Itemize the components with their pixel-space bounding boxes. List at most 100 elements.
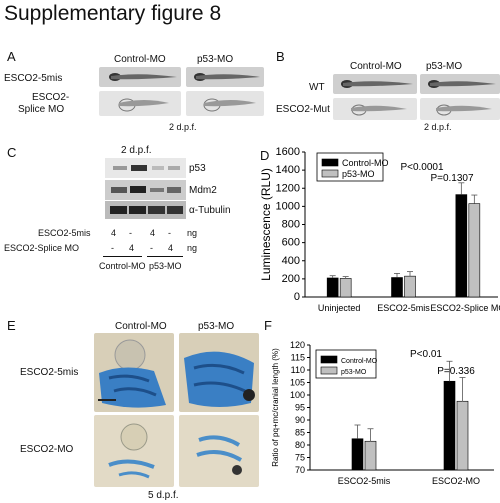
panel-e-col-control: Control-MO [115, 321, 167, 332]
dose-cell: - [111, 243, 114, 253]
p-value-annotation: P<0.0001 [400, 162, 444, 173]
cartilage-image [179, 333, 259, 412]
y-tick-label: 1000 [276, 200, 300, 212]
y-tick-label: 105 [290, 378, 305, 388]
dose-cell: - [150, 243, 153, 253]
panel-a-col-p53: p53-MO [197, 54, 234, 65]
bar [404, 275, 416, 298]
y-tick-label: 200 [282, 273, 300, 285]
bar [468, 203, 481, 298]
fish-image [99, 91, 181, 116]
western-blot-tubulin [105, 201, 186, 219]
bar [391, 277, 403, 298]
x-category-label: Uninjected [318, 303, 361, 313]
y-tick-label: 115 [291, 353, 305, 363]
y-tick-label: 1600 [276, 146, 300, 158]
y-tick-label: 600 [282, 237, 300, 249]
fish-image [333, 74, 417, 94]
y-tick-label: 70 [295, 465, 305, 475]
panel-b-col-p53: p53-MO [426, 61, 463, 72]
p-value-annotation: P<0.01 [410, 349, 442, 360]
dose-unit: ng [187, 228, 198, 238]
bar [456, 400, 469, 471]
dose-cell: - [168, 228, 171, 238]
panel-b-label: B [276, 49, 285, 64]
x-category-label: ESCO2-MO [432, 476, 480, 486]
legend-label: p53-MO [341, 369, 367, 376]
y-tick-label: 100 [290, 390, 305, 400]
y-axis-title: Luminescence (RLU) [259, 168, 273, 281]
western-blot-mdm2 [105, 180, 186, 200]
bar [364, 440, 377, 471]
legend-swatch [321, 158, 339, 167]
x-category-label: ESCO2-5mis [377, 303, 430, 313]
y-tick-label: 80 [295, 440, 305, 450]
panel-d-label: D [260, 148, 270, 163]
y-tick-label: 110 [291, 365, 305, 375]
y-tick-label: 1400 [276, 164, 300, 176]
y-tick-label: 85 [295, 428, 305, 438]
figure-title: Supplementary figure 8 [4, 2, 222, 25]
legend-swatch [321, 169, 339, 178]
cartilage-image [179, 415, 259, 487]
x-category-label: ESCO2-Splice MO [430, 303, 500, 313]
bar [339, 278, 352, 298]
fish-image [420, 74, 500, 94]
legend-label: Control-MO [341, 358, 378, 365]
panel-e-row-mo: ESCO2-MO [20, 444, 74, 455]
cartilage-image [94, 415, 174, 487]
panel-e-caption: 5 d.p.f. [148, 490, 179, 501]
panel-c-label: C [7, 145, 17, 160]
band-label-tubulin: α-Tubulin [189, 205, 231, 216]
panel-a-row-splice-line2: Splice MO [18, 104, 65, 115]
group-label-control: Control-MO [99, 261, 146, 271]
western-blot-p53 [105, 158, 186, 178]
panel-a-caption: 2 d.p.f. [169, 122, 197, 132]
row-label-5mis: ESCO2-5mis [38, 228, 91, 238]
panel-a-row-5mis: ESCO2-5mis [4, 73, 63, 84]
y-tick-label: 95 [295, 403, 305, 413]
legend-swatch [320, 366, 338, 375]
dose-cell: 4 [129, 243, 135, 253]
fish-image [186, 67, 264, 87]
y-tick-label: 0 [294, 291, 300, 303]
bar [443, 380, 456, 471]
dose-cell: 4 [168, 243, 174, 253]
y-tick-label: 1200 [276, 182, 300, 194]
fish-image [186, 91, 264, 116]
y-axis-title: Ratio of pq+mc/cranial length (%) [271, 348, 280, 467]
group-label-p53: p53-MO [149, 261, 182, 271]
fish-image [420, 98, 500, 120]
band-label-p53: p53 [189, 163, 206, 174]
ratio-bar-chart: 70 75 80 85 90 95 100 105 110 115 120 Ratio of pq+m… [271, 340, 494, 486]
panel-c-header: 2 d.p.f. [121, 145, 152, 156]
panel-a-col-control: Control-MO [114, 54, 166, 65]
p-value-annotation: P=0.336 [437, 366, 475, 377]
bar [455, 194, 468, 298]
y-tick-label: 120 [290, 340, 305, 350]
group-underline [147, 256, 183, 257]
dose-cell: - [129, 228, 132, 238]
panel-b-row-wt: WT [309, 82, 325, 93]
panel-a-label: A [7, 49, 16, 64]
row-label-splice: ESCO2-Splice MO [4, 243, 80, 253]
scale-bar [98, 399, 116, 401]
panel-b-col-control: Control-MO [350, 61, 402, 72]
panel-e-label: E [7, 318, 16, 333]
legend-label: p53-MO [342, 169, 375, 179]
y-tick-label: 800 [282, 219, 300, 231]
panel-b-caption: 2 d.p.f. [424, 122, 452, 132]
y-tick-label: 400 [282, 255, 300, 267]
panel-b-row-mut: ESCO2-Mut [276, 104, 330, 115]
dose-cell: 4 [111, 228, 117, 238]
panel-e-col-p53: p53-MO [198, 321, 235, 332]
p-value-annotation: P=0.1307 [430, 173, 474, 184]
band-label-mdm2: Mdm2 [189, 185, 217, 196]
dose-cell: 4 [150, 228, 156, 238]
panel-a-row-splice-line1: ESCO2- [32, 92, 70, 103]
cartilage-image [94, 333, 174, 412]
fish-image [99, 67, 181, 87]
fish-image [333, 98, 417, 120]
bar [351, 438, 364, 471]
group-underline [103, 256, 142, 257]
